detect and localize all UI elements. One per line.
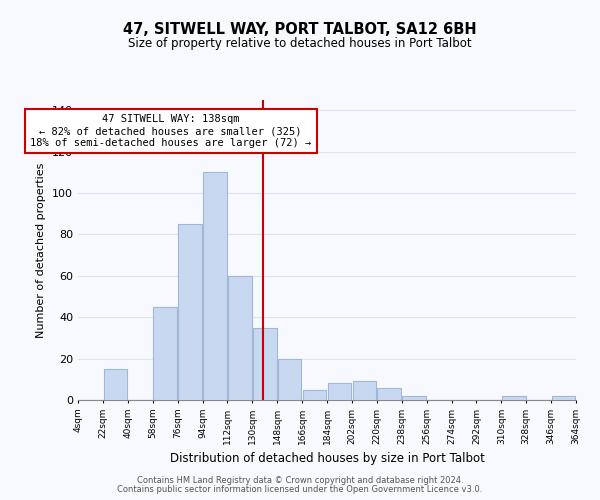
Bar [353,382,376,400]
X-axis label: Distribution of detached houses by size in Port Talbot: Distribution of detached houses by size … [170,452,484,466]
Bar [178,224,202,400]
Bar [278,358,301,400]
Bar [328,384,351,400]
Text: 47, SITWELL WAY, PORT TALBOT, SA12 6BH: 47, SITWELL WAY, PORT TALBOT, SA12 6BH [123,22,477,38]
Text: Size of property relative to detached houses in Port Talbot: Size of property relative to detached ho… [128,38,472,51]
Bar [203,172,227,400]
Bar [104,369,127,400]
Bar [303,390,326,400]
Bar [154,307,177,400]
Text: Contains public sector information licensed under the Open Government Licence v3: Contains public sector information licen… [118,485,482,494]
Y-axis label: Number of detached properties: Number of detached properties [37,162,46,338]
Bar [502,396,526,400]
Text: Contains HM Land Registry data © Crown copyright and database right 2024.: Contains HM Land Registry data © Crown c… [137,476,463,485]
Bar [228,276,251,400]
Bar [377,388,401,400]
Text: 47 SITWELL WAY: 138sqm
← 82% of detached houses are smaller (325)
18% of semi-de: 47 SITWELL WAY: 138sqm ← 82% of detached… [30,114,311,148]
Bar [253,328,277,400]
Bar [403,396,426,400]
Bar [552,396,575,400]
